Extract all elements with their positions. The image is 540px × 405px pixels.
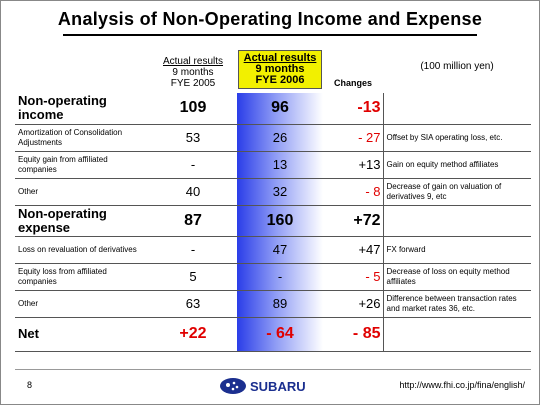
value-cell: +72 xyxy=(323,205,383,237)
table-row: Loss on revaluation of derivatives -47 +47… xyxy=(15,236,531,264)
value-cell: 5 xyxy=(149,263,237,291)
value-cell: - xyxy=(237,263,323,291)
header-text: FYE 2005 xyxy=(170,78,216,89)
table-row: Other 63 89 +26 Difference between transacti… xyxy=(15,290,531,318)
header-row: Actual results 9 months FYE 2005 Actual re… xyxy=(15,45,531,93)
row-label: Equity gain from affiliated companies xyxy=(15,151,149,179)
table-row: Net +22- 64- 85 xyxy=(15,317,531,352)
logo-text: SUBARU xyxy=(250,379,306,394)
note-cell xyxy=(382,93,531,125)
footer-rule xyxy=(15,369,531,370)
value-cell: 13 xyxy=(237,151,323,179)
page-number: 8 xyxy=(27,380,33,390)
value-cell: +47 xyxy=(323,236,383,264)
header-text: Actual results xyxy=(243,52,317,64)
table-row: Non-operating expense 87 160 +72 xyxy=(15,205,531,237)
logo-star xyxy=(232,381,236,385)
value-cell: - 27 xyxy=(323,124,383,152)
row-label: Net xyxy=(15,317,149,352)
row-label: Equity loss from affiliated companies xyxy=(15,263,149,291)
header-empty xyxy=(15,45,149,93)
row-label: Non-operating expense xyxy=(15,205,149,237)
value-cell: +26 xyxy=(323,290,383,318)
note-cell: Gain on equity method affiliates xyxy=(382,151,531,179)
table: Actual results 9 months FYE 2005 Actual re… xyxy=(15,45,531,352)
logo-oval xyxy=(220,378,246,394)
row-label: Loss on revaluation of derivatives xyxy=(15,236,149,264)
note-cell xyxy=(382,317,531,352)
value-cell: 87 xyxy=(149,205,237,237)
note-cell: Decrease of loss on equity method affili… xyxy=(382,263,531,291)
title: Analysis of Non-Operating Income and Exp… xyxy=(57,9,483,29)
value-cell: 96 xyxy=(237,93,323,125)
header-highlight: Actual results 9 months FYE 2006 xyxy=(238,50,322,89)
logo: SUBARU xyxy=(220,378,306,394)
value-cell: 40 xyxy=(149,178,237,206)
header-fye2006: Actual results 9 months FYE 2006 xyxy=(237,45,323,93)
value-cell: - xyxy=(149,151,237,179)
header-unit: (100 million yen) xyxy=(420,61,494,72)
value-cell: - 8 xyxy=(323,178,383,206)
logo-star xyxy=(226,383,230,387)
value-cell: 53 xyxy=(149,124,237,152)
value-cell: -13 xyxy=(323,93,383,125)
row-label: Other xyxy=(15,290,149,318)
note-cell: Decrease of gain on valuation of derivat… xyxy=(382,178,531,206)
note-cell: Difference between transaction rates and… xyxy=(382,290,531,318)
table-row: Equity loss from affiliated companies 5- -… xyxy=(15,263,531,291)
value-cell: 109 xyxy=(149,93,237,125)
table-row: Other 40 32- 8 Decrease of gain on valuatio… xyxy=(15,178,531,206)
header-text: FYE 2006 xyxy=(255,74,305,86)
table-row: Non-operating income 109 96 -13 xyxy=(15,93,531,125)
header-text: 9 months xyxy=(255,63,305,75)
header-text: Actual results xyxy=(162,56,224,67)
note-cell xyxy=(382,205,531,237)
value-cell: 47 xyxy=(237,236,323,264)
title-rule xyxy=(63,34,477,36)
value-cell: 63 xyxy=(149,290,237,318)
value-cell: 26 xyxy=(237,124,323,152)
value-cell: 32 xyxy=(237,178,323,206)
table-row: Amortization of Consolidation Adjustment… xyxy=(15,124,531,152)
row-label: Other xyxy=(15,178,149,206)
url: http://www.fhi.co.jp/fina/english/ xyxy=(399,380,525,390)
value-cell: - 64 xyxy=(237,317,323,352)
note-cell: FX forward xyxy=(382,236,531,264)
value-cell: - xyxy=(149,236,237,264)
value-cell: - 85 xyxy=(323,317,383,352)
logo-star xyxy=(235,385,239,389)
value-cell: +22 xyxy=(149,317,237,352)
note-cell: Offset by SIA operating loss, etc. xyxy=(382,124,531,152)
header-fye2005: Actual results 9 months FYE 2005 xyxy=(149,45,237,93)
table-row: Equity gain from affiliated companies -13… xyxy=(15,151,531,179)
value-cell: - 5 xyxy=(323,263,383,291)
value-cell: 160 xyxy=(237,205,323,237)
logo-star xyxy=(231,387,235,391)
row-label: Amortization of Consolidation Adjustment… xyxy=(15,124,149,152)
row-label: Non-operating income xyxy=(15,93,149,125)
header-changes: Changes xyxy=(333,78,372,88)
value-cell: +13 xyxy=(323,151,383,179)
header-text: 9 months xyxy=(172,67,214,78)
value-cell: 89 xyxy=(237,290,323,318)
